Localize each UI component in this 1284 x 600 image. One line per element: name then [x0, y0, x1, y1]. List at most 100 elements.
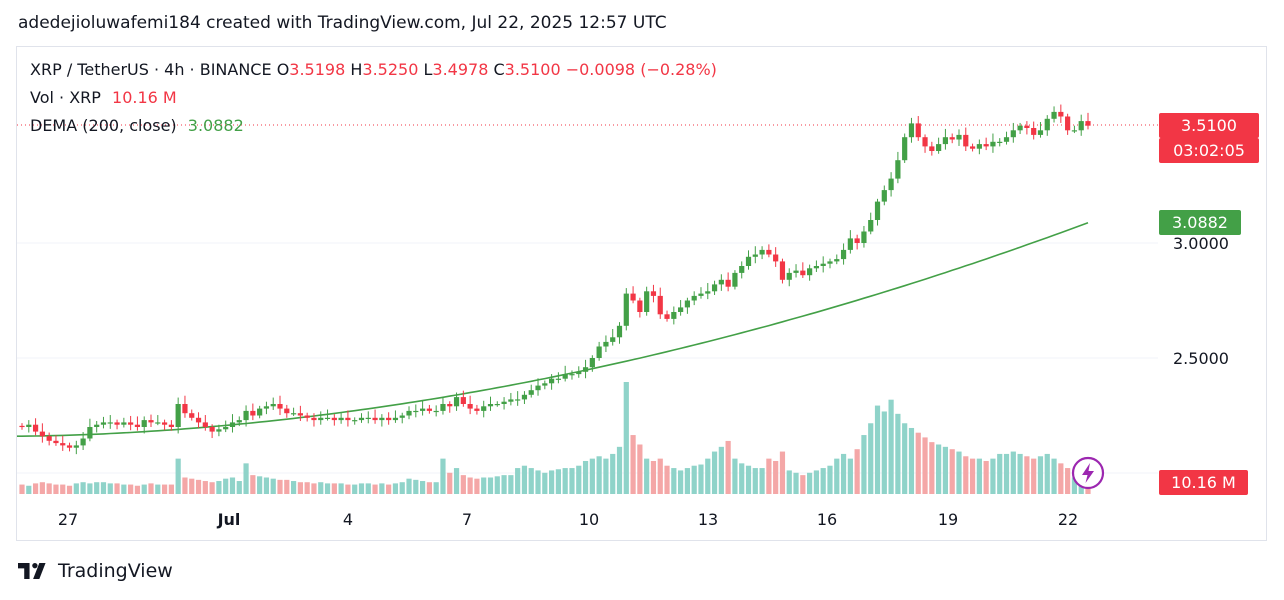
volume-bar [1010, 451, 1016, 494]
candle-body [786, 272, 792, 280]
candle-body [929, 146, 935, 151]
candle-body [535, 385, 541, 391]
volume-bar [936, 444, 942, 494]
volume-bar [542, 472, 548, 494]
volume-bar [386, 484, 392, 494]
candle-body [664, 314, 670, 319]
candle-body [976, 144, 982, 149]
candle-body [773, 254, 779, 262]
candle-body [148, 420, 154, 423]
candle-body [331, 417, 337, 421]
candle-body [311, 417, 317, 421]
volume-bar [840, 453, 847, 494]
candle-body [725, 279, 731, 287]
volume-bar [100, 482, 107, 494]
volume-tag: 10.16 M [1159, 470, 1248, 495]
candle-body [739, 266, 745, 273]
candle-body [868, 220, 874, 232]
volume-bar [671, 468, 677, 494]
volume-bar [453, 468, 460, 494]
candle-body [650, 291, 657, 296]
candle-body [345, 417, 351, 421]
volume-bar [834, 458, 840, 494]
volume-bar [807, 472, 813, 494]
volume-bar [786, 470, 792, 494]
lightning-icon[interactable] [1071, 456, 1105, 490]
candle-body [433, 410, 439, 413]
candle-body [447, 404, 453, 407]
candle-body [521, 394, 528, 400]
candle-body [1051, 111, 1057, 119]
candle-body [358, 417, 365, 421]
candle-body [202, 422, 208, 427]
volume-bar [53, 484, 59, 494]
volume-bar [1071, 477, 1078, 494]
candle-body [494, 404, 500, 406]
volume-bar [861, 435, 867, 494]
volume-bar [508, 475, 514, 494]
candle-body [467, 404, 473, 409]
volume-bar [460, 475, 466, 494]
volume-bar [39, 482, 45, 494]
volume-bar [691, 465, 697, 494]
grid-lines [17, 242, 1158, 474]
candle-body [854, 238, 860, 243]
volume-bar [1031, 458, 1037, 494]
footer-branding[interactable]: TradingView [18, 560, 173, 582]
volume-bar [46, 483, 52, 494]
volume-bar [623, 382, 629, 494]
volume-bar [358, 483, 365, 494]
candle-body [711, 284, 718, 292]
candle-body [107, 422, 113, 424]
volume-bar [616, 446, 623, 494]
candle-body [426, 408, 432, 411]
candle-body [216, 429, 222, 432]
legend-high: 3.5250 [362, 60, 419, 79]
candle-body [304, 415, 310, 418]
candle-body [168, 424, 174, 427]
time-tick-label: 19 [938, 510, 958, 529]
volume-bar [732, 458, 738, 494]
volume-bar [419, 481, 426, 494]
candle-body [53, 440, 59, 444]
candle-body [834, 259, 840, 262]
candle-body [827, 261, 833, 264]
volume-bar [372, 484, 378, 494]
candle-body [114, 422, 120, 425]
volume-bar [365, 483, 371, 494]
legend-dema-value: 3.0882 [187, 116, 244, 135]
volume-bar [637, 444, 643, 494]
chart-frame[interactable] [16, 46, 1267, 541]
candle-body [644, 291, 650, 312]
last-price-tag: 3.5100 [1159, 113, 1259, 138]
volume-bar [467, 477, 473, 494]
candle-body [392, 417, 399, 421]
candle-body [705, 291, 711, 294]
price-tick-label: 3.0000 [1173, 234, 1229, 253]
candle-body [678, 307, 684, 312]
volume-bar [447, 472, 453, 494]
volume-bar [549, 470, 555, 494]
volume-bar [678, 470, 684, 494]
volume-bar [705, 458, 711, 494]
volume-bar [773, 460, 779, 494]
candle-body [277, 404, 283, 409]
volume-bar [379, 483, 385, 494]
volume-bars [19, 382, 1091, 494]
volume-bar [1051, 458, 1057, 494]
time-tick-label: 16 [817, 510, 837, 529]
candle-body [80, 438, 86, 446]
legend-low: 3.4978 [432, 60, 489, 79]
volume-bar [759, 468, 765, 494]
candle-body [1003, 137, 1010, 142]
candle-body [100, 422, 107, 425]
candle-body [46, 436, 52, 441]
candle-body [582, 367, 589, 372]
candle-body [969, 146, 976, 149]
candle-body [915, 123, 921, 138]
candle-body [684, 300, 691, 308]
volume-bar [1078, 482, 1084, 494]
volume-bar [182, 477, 188, 494]
footer-brand-text: TradingView [58, 560, 173, 582]
